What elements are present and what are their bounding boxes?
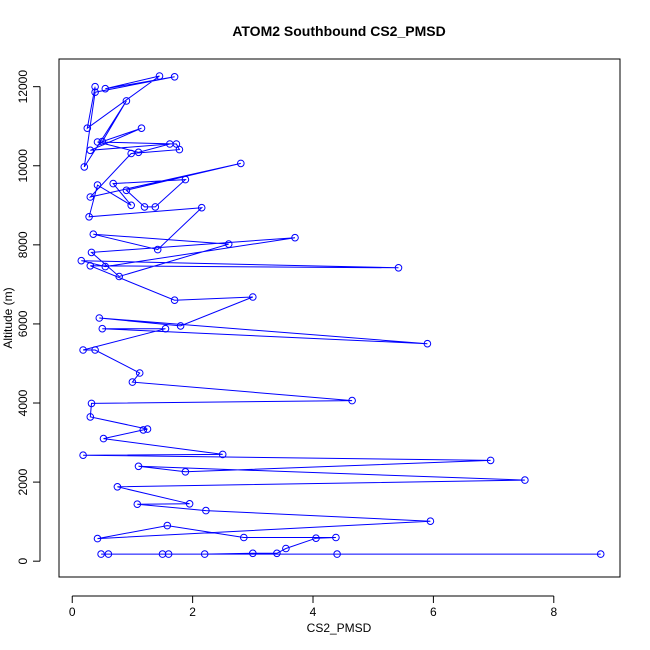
chart-title: ATOM2 Southbound CS2_PMSD [232, 23, 445, 39]
data-point [423, 339, 432, 348]
data-point [175, 145, 184, 154]
data-point [143, 425, 152, 433]
x-tick-label: 8 [550, 605, 557, 619]
y-tick-label: 10000 [16, 149, 30, 183]
data-point [79, 346, 87, 354]
y-tick-label: 0 [16, 558, 30, 565]
data-point [249, 293, 257, 301]
data-point [134, 462, 143, 471]
data-point [348, 396, 356, 405]
data-point [153, 245, 162, 254]
x-axis: 0 2 4 6 8 [69, 595, 557, 619]
data-point [93, 534, 102, 543]
y-tick-label: 6000 [16, 310, 30, 337]
data-point [333, 550, 341, 558]
data-point [93, 138, 102, 146]
data-point [155, 72, 164, 80]
data-point [86, 146, 95, 155]
data-point [158, 550, 167, 558]
data-point [185, 500, 194, 508]
y-tick-label: 2000 [16, 468, 30, 495]
data-point [394, 264, 403, 272]
data-point [127, 201, 135, 210]
data-point [122, 97, 131, 105]
y-axis: 0 2000 4000 6000 8000 10000 12000 [16, 70, 41, 565]
data-point [104, 550, 113, 558]
data-point [91, 346, 99, 354]
data-point [135, 369, 144, 377]
data-point [98, 324, 107, 333]
data-point [137, 124, 146, 132]
data-point [170, 296, 179, 305]
data-point [91, 82, 99, 91]
data-point [98, 137, 107, 146]
data-point [87, 399, 96, 408]
data-point [113, 483, 122, 491]
data-point [99, 434, 108, 443]
data-point [291, 233, 299, 242]
data-point [218, 450, 227, 459]
data-point [596, 550, 605, 558]
x-tick-label: 6 [430, 605, 437, 619]
data-point [86, 262, 95, 270]
series-line [81, 75, 601, 555]
data-point [249, 549, 257, 558]
data-point [181, 175, 190, 184]
data-point [486, 456, 495, 465]
data-point [87, 248, 96, 257]
data-point [197, 203, 206, 212]
data-point [151, 203, 160, 211]
data-point [83, 124, 92, 132]
data-point [163, 521, 172, 530]
y-tick-label: 4000 [16, 389, 30, 416]
y-axis-title: Altitude (m) [1, 287, 15, 348]
data-point [282, 544, 290, 553]
plot-frame [58, 58, 621, 578]
data-point [240, 533, 248, 542]
y-tick-label: 12000 [16, 70, 30, 104]
x-tick-label: 0 [69, 605, 76, 619]
data-point [77, 256, 86, 265]
data-point [426, 517, 435, 526]
data-point [86, 193, 95, 201]
data-point [176, 322, 185, 330]
data-point [89, 230, 98, 238]
data-point [200, 550, 209, 558]
data-point [93, 181, 102, 189]
data-point [139, 426, 148, 434]
data-point [133, 500, 142, 509]
data-point [170, 73, 179, 81]
y-tick-label: 8000 [16, 231, 30, 258]
data-point [312, 534, 320, 543]
data-point [521, 476, 529, 484]
data-point [79, 451, 87, 460]
data-point [134, 148, 143, 157]
data-point [101, 262, 110, 271]
data-point [127, 149, 135, 158]
data-point [181, 468, 190, 476]
data-point [109, 179, 117, 188]
data-point [224, 240, 233, 248]
x-tick-label: 2 [189, 605, 196, 619]
data-point [161, 324, 170, 333]
data-point [115, 272, 123, 281]
data-point [80, 163, 89, 171]
data-point [95, 314, 104, 322]
data-point [122, 186, 131, 195]
data-point [202, 506, 210, 515]
data-point [140, 203, 149, 211]
data-point [91, 88, 99, 96]
data-point [86, 413, 95, 421]
x-tick-label: 4 [310, 605, 317, 619]
data-point [97, 550, 105, 558]
data-point [332, 533, 340, 542]
data-point [237, 159, 245, 168]
data-point [101, 84, 110, 93]
x-axis-title: CS2_PMSD [307, 621, 372, 635]
data-point [85, 213, 93, 221]
data-point [273, 549, 281, 558]
series-layer [77, 72, 605, 558]
data-point [128, 378, 137, 386]
